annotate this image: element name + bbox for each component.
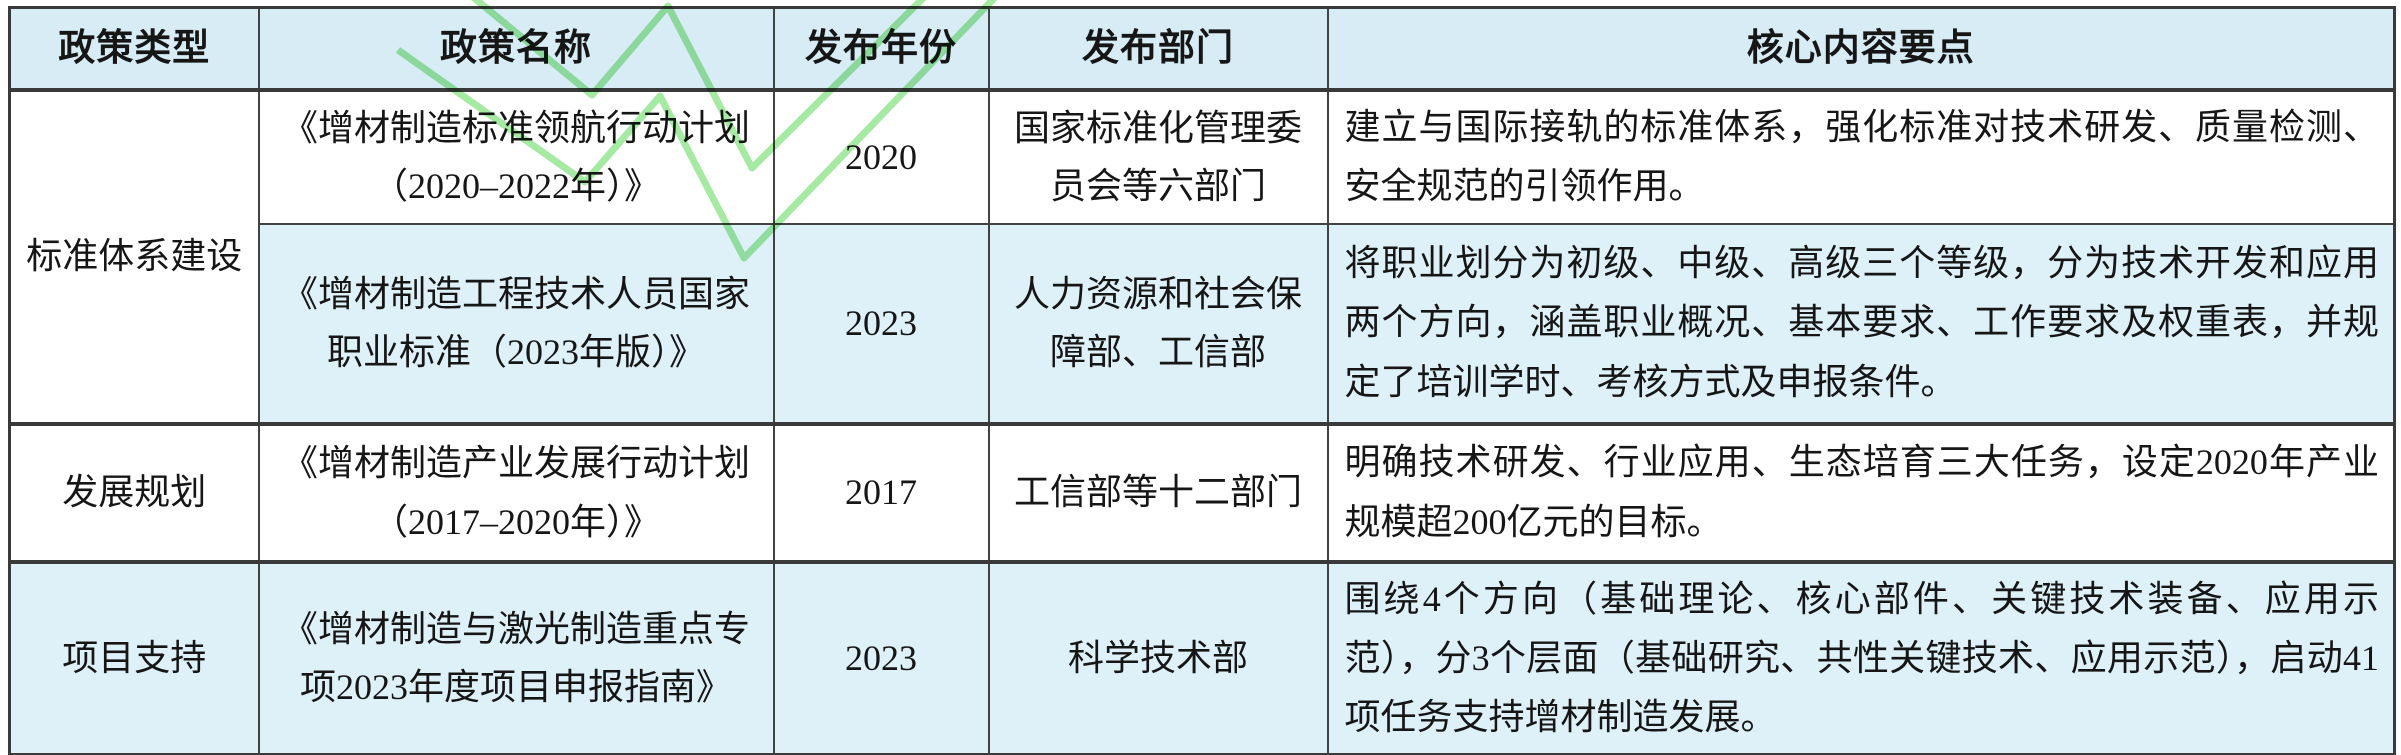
cell-core-points: 明确技术研发、行业应用、生态培育三大任务，设定2020年产业规模超200亿元的目… xyxy=(1326,421,2396,563)
cell-policy-type-standards: 标准体系建设 xyxy=(8,88,260,425)
cell-policy-name: 《增材制造与激光制造重点专项2023年度项目申报指南》 xyxy=(257,559,775,755)
col-header-core-points: 核心内容要点 xyxy=(1326,6,2396,92)
table-row-standard-plan: 标准体系建设 《增材制造标准领航行动计划（2020–2022年）》 2020 国… xyxy=(8,88,2396,425)
cell-publish-year: 2023 xyxy=(772,222,990,425)
table-row-development-plan: 发展规划 《增材制造产业发展行动计划（2017–2020年）》 2017 工信部… xyxy=(8,421,2396,563)
table-row-project-support: 项目支持 《增材制造与激光制造重点专项2023年度项目申报指南》 2023 科学… xyxy=(8,559,2396,755)
cell-publish-dept: 人力资源和社会保障部、工信部 xyxy=(987,222,1329,425)
cell-publish-year: 2020 xyxy=(772,88,990,225)
cell-policy-name: 《增材制造产业发展行动计划（2017–2020年）》 xyxy=(257,421,775,563)
cell-core-points: 建立与国际接轨的标准体系，强化标准对技术研发、质量检测、安全规范的引领作用。 xyxy=(1326,88,2396,225)
cell-publish-year: 2023 xyxy=(772,559,990,755)
col-header-policy-type: 政策类型 xyxy=(8,6,260,92)
cell-policy-name: 《增材制造工程技术人员国家职业标准（2023年版）》 xyxy=(257,222,775,425)
policy-table: 政策类型 政策名称 发布年份 发布部门 核心内容要点 标准体系建设 《增材制造标… xyxy=(8,6,2396,755)
cell-core-points: 将职业划分为初级、中级、高级三个等级，分为技术开发和应用两个方向，涵盖职业概况、… xyxy=(1326,222,2396,425)
cell-publish-dept: 国家标准化管理委员会等六部门 xyxy=(987,88,1329,225)
cell-publish-dept: 科学技术部 xyxy=(987,559,1329,755)
table-row-occupation-standard: 《增材制造工程技术人员国家职业标准（2023年版）》 2023 人力资源和社会保… xyxy=(10,222,2396,425)
cell-policy-type-project: 项目支持 xyxy=(8,559,260,755)
cell-publish-year: 2017 xyxy=(772,421,990,563)
col-header-publish-year: 发布年份 xyxy=(772,6,990,92)
col-header-policy-name: 政策名称 xyxy=(257,6,775,92)
header-row: 政策类型 政策名称 发布年份 发布部门 核心内容要点 xyxy=(8,6,2396,92)
cell-core-points: 围绕4个方向（基础理论、核心部件、关键技术装备、应用示范），分3个层面（基础研究… xyxy=(1326,559,2396,755)
cell-policy-type-development: 发展规划 xyxy=(8,421,260,563)
cell-publish-dept: 工信部等十二部门 xyxy=(987,421,1329,563)
cell-policy-name: 《增材制造标准领航行动计划（2020–2022年）》 xyxy=(257,88,775,225)
col-header-publish-dept: 发布部门 xyxy=(987,6,1329,92)
